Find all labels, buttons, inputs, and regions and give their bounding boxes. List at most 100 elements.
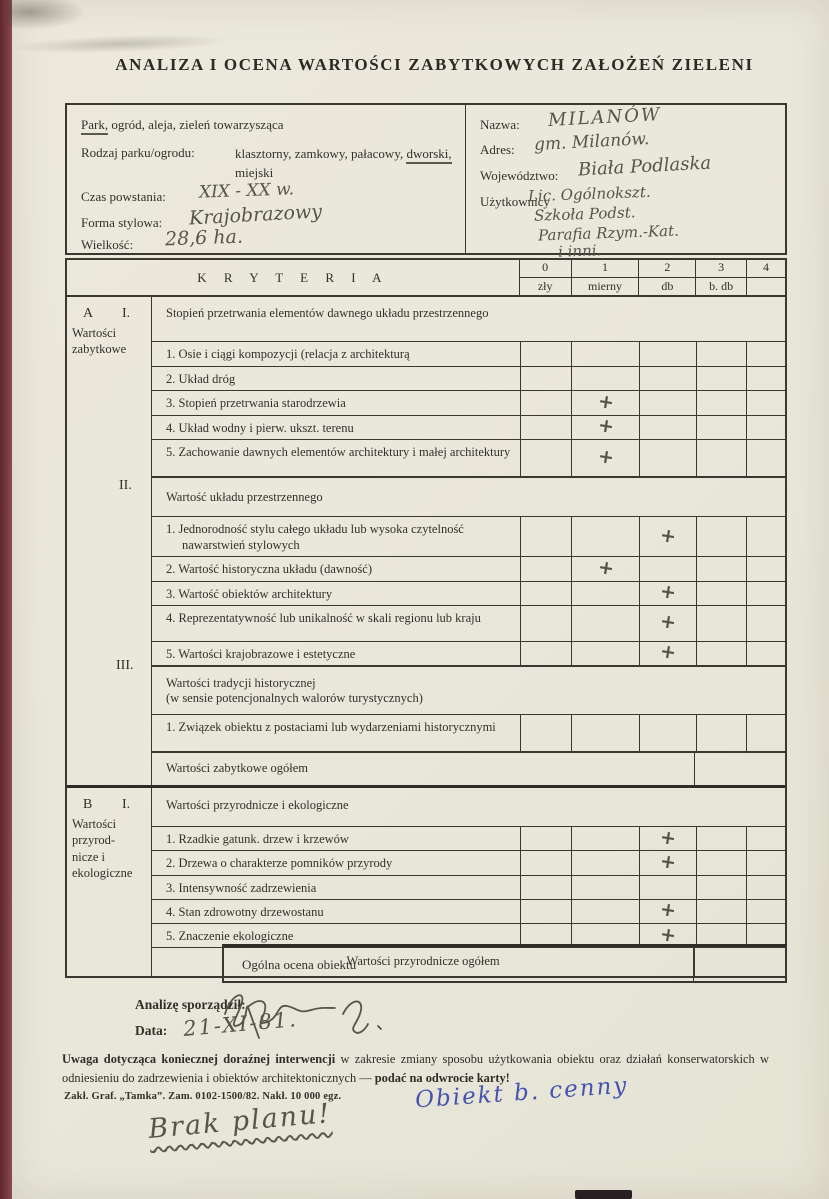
rodzaj-label: Rodzaj parku/ogrodu: (81, 145, 195, 160)
score-col-3-header: 3 b. db (695, 260, 747, 295)
score-col-0-header: 0 zły (518, 260, 571, 295)
score-cell-2 (638, 715, 696, 751)
score-cell-3 (695, 715, 747, 751)
subsection-3-header-line2: (w sensie potencjonalnych walorów turyst… (166, 691, 423, 705)
table-row: 1. Związek obiektu z postaciami lub wyda… (152, 714, 785, 751)
criterion-label: 5. Wartości krajobrazowe i estetyczne (166, 646, 356, 661)
note-bold-tail: podać na odwrocie karty! (374, 1071, 510, 1086)
subsection-3-header-line1: Wartości tradycji historycznej (166, 676, 316, 690)
score-cell-1 (571, 899, 639, 923)
score-cell-4 (746, 439, 785, 476)
score-cell-3 (695, 899, 747, 923)
score-col-num: 3 (696, 260, 747, 278)
conservation-note: Uwaga dotycząca koniecznej doraźnej inte… (62, 1050, 769, 1088)
score-cell-4 (746, 415, 785, 439)
criterion-label: 5. Zachowanie dawnych elementów architek… (166, 444, 511, 459)
czas-label: Czas powstania: (81, 189, 166, 204)
rodzaj-dworski-underlined: dworski, (406, 146, 452, 164)
pencil-plus-mark: + (596, 414, 616, 439)
score-cell-3 (695, 367, 747, 391)
score-cell-1 (571, 516, 639, 557)
identity-panel: Nazwa: MILANÓW Adres: gm. Milanów. Wojew… (466, 104, 785, 261)
score-col-num: 1 (571, 260, 639, 278)
section-a-letter: A (83, 306, 94, 321)
date-label: Data: (135, 1023, 168, 1038)
pencil-plus-mark: + (658, 825, 678, 850)
section-a-side-label: Wartości zabytkowe (72, 326, 127, 357)
criterion-label: 5. Znaczenie ekologiczne (166, 929, 294, 943)
wielkosc-handwritten-value: 28,6 ha. (164, 225, 244, 251)
rodzaj-options-part1: klasztorny, zamkowy, pałacowy, (235, 146, 407, 161)
uzytkownicy-handwritten-2: Szkoła Podst. (533, 203, 636, 225)
score-cell-4 (746, 516, 785, 557)
score-col-word: db (661, 279, 674, 293)
rodzaj-options-part2: miejski (235, 164, 274, 180)
rodzaj-options: klasztorny, zamkowy, pałacowy, dworski, … (235, 145, 453, 183)
criterion-label: 2. Układ dróg (166, 372, 236, 386)
section-b-letter: B (83, 797, 93, 812)
score-cell-1: + (571, 389, 639, 415)
score-cell-2 (638, 391, 696, 415)
criterion-label: 4. Układ wodny i pierw. ukszt. terenu (166, 420, 354, 435)
wielkosc-label: Wielkość: (81, 237, 134, 252)
side-label-line: Wartości (72, 817, 117, 831)
section-b-block: B I. Wartości przyrod- nicze i ekologicz… (67, 785, 785, 977)
score-cell-3 (695, 439, 747, 476)
section-b-summary-score-cell (694, 948, 785, 977)
section-b-rows: Wartości przyrodnicze i ekologiczne 1. R… (152, 788, 785, 977)
uzytkownicy-label: Użytkownicy (480, 194, 551, 209)
pencil-plus-mark: + (596, 389, 616, 415)
section-a-side-column: A I. Wartości zabytkowe II. III. (67, 297, 152, 785)
score-cell-1 (571, 715, 639, 751)
section-a-rows: Stopień przetrwania elementów dawnego uk… (152, 297, 785, 785)
pencil-plus-mark: + (658, 610, 678, 635)
score-col-2-header: 2 db (638, 260, 696, 295)
score-col-num: 0 (519, 260, 571, 278)
pencil-plus-mark: + (596, 555, 616, 581)
score-col-num: 4 (747, 260, 785, 278)
adres-handwritten-value: gm. Milanów. (533, 128, 650, 156)
table-row: 1. Jednorodność stylu całego układu lub … (152, 515, 785, 557)
overall-rating-score-cell (693, 947, 785, 981)
score-col-num: 2 (639, 260, 696, 278)
score-cell-3 (695, 605, 747, 641)
nazwa-handwritten-value: MILANÓW (547, 104, 662, 131)
pencil-plus-mark: + (658, 898, 678, 923)
score-cell-1 (571, 367, 639, 391)
score-cell-4 (746, 851, 785, 875)
section-a-summary-score-cell (694, 753, 785, 785)
signature-scribble (224, 994, 382, 1039)
table-row: 2. Wartość historyczna układu (dawność) … (152, 555, 785, 581)
score-cell-0 (519, 557, 572, 581)
subsection-2-header: Wartość układu przestrzennego (152, 475, 785, 516)
table-row: 5. Znaczenie ekologiczne + (152, 923, 785, 948)
score-cell-2: + (638, 516, 696, 557)
pencil-plus-mark: + (658, 523, 678, 548)
subsection-b-header: Wartości przyrodnicze i ekologiczne (166, 798, 349, 812)
score-cell-4 (746, 715, 785, 751)
side-label-line: przyrod- (72, 833, 116, 848)
score-cell-0 (519, 641, 572, 665)
side-label-line: nicze i (72, 849, 105, 864)
pencil-plus-mark: + (658, 580, 678, 605)
score-cell-3 (695, 851, 747, 875)
score-cell-0 (519, 342, 572, 366)
score-cell-4 (746, 641, 785, 665)
score-cell-0 (519, 415, 572, 439)
uzytkownicy-handwritten-1: Lic. Ogólnokszt. (527, 182, 651, 206)
score-cell-2: + (638, 580, 696, 605)
score-cell-0 (519, 851, 572, 875)
score-cell-2 (638, 367, 696, 391)
print-shop-imprint: Zakł. Graf. „Tamka”. Zam. 0102-1500/82. … (64, 1091, 342, 1102)
criterion-label: 1. Jednorodność stylu całego układu lub … (166, 521, 464, 552)
score-cell-2 (638, 875, 696, 899)
score-cell-1: + (571, 439, 639, 476)
subsection-3-header: Wartości tradycji historycznej (w sensie… (152, 665, 785, 714)
score-col-word: zły (537, 279, 553, 293)
score-cell-3 (695, 391, 747, 415)
score-cell-4 (746, 605, 785, 641)
score-cell-0 (519, 924, 572, 948)
score-cell-2 (638, 342, 696, 366)
score-cell-3 (695, 827, 747, 851)
section-a-block: A I. Wartości zabytkowe II. III. Stopień… (67, 297, 785, 785)
